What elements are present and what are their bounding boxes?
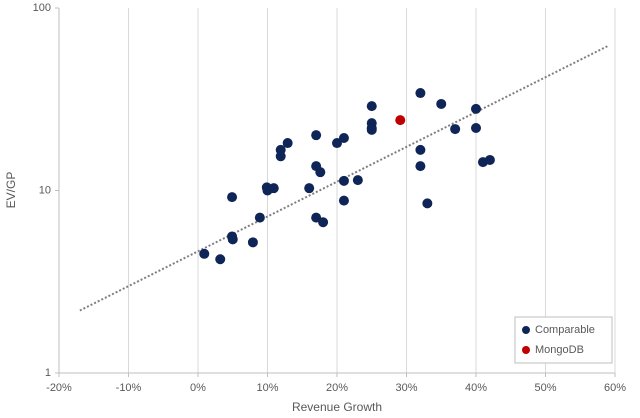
point	[366, 124, 377, 135]
point	[315, 167, 326, 178]
point	[450, 124, 461, 135]
y-tick-label: 10	[39, 184, 51, 196]
point	[215, 254, 226, 265]
point	[275, 151, 286, 162]
point	[415, 144, 426, 155]
x-tick-label: 0%	[190, 382, 206, 394]
x-tick-label: 30%	[395, 382, 417, 394]
legend-box	[514, 316, 613, 364]
point	[227, 192, 238, 203]
point	[254, 212, 265, 223]
point	[318, 217, 329, 228]
point	[415, 161, 426, 172]
point	[352, 175, 363, 186]
point	[436, 98, 447, 109]
point	[484, 154, 495, 165]
y-tick-label: 100	[33, 2, 51, 14]
point	[199, 248, 210, 259]
x-tick-label: 60%	[604, 382, 626, 394]
point	[227, 234, 238, 245]
x-tick-label: 50%	[534, 382, 556, 394]
point	[471, 103, 481, 114]
point	[338, 132, 349, 143]
x-tick-label: 20%	[326, 382, 348, 394]
x-tick-label: 40%	[465, 382, 487, 394]
point	[304, 183, 315, 194]
point	[366, 101, 377, 112]
point	[422, 198, 433, 209]
legend-marker	[522, 346, 530, 354]
point	[268, 183, 279, 194]
x-tick-label: 10%	[256, 382, 278, 394]
point	[332, 138, 342, 149]
trendline	[79, 44, 609, 312]
x-tick-label: -10%	[116, 382, 142, 394]
y-axis-label: EV/GP	[4, 172, 18, 209]
point	[338, 175, 349, 186]
point	[415, 88, 426, 99]
x-axis-label: Revenue Growth	[292, 400, 382, 414]
point	[395, 115, 406, 126]
y-tick-label: 1	[45, 367, 51, 379]
legend-label: Comparable	[535, 324, 595, 336]
point	[471, 123, 481, 134]
point	[338, 195, 349, 206]
point	[282, 138, 293, 149]
legend-label: MongoDB	[535, 344, 584, 356]
point	[311, 130, 322, 141]
point	[247, 237, 258, 248]
x-tick-label: -20%	[46, 382, 72, 394]
legend-marker	[522, 326, 530, 334]
